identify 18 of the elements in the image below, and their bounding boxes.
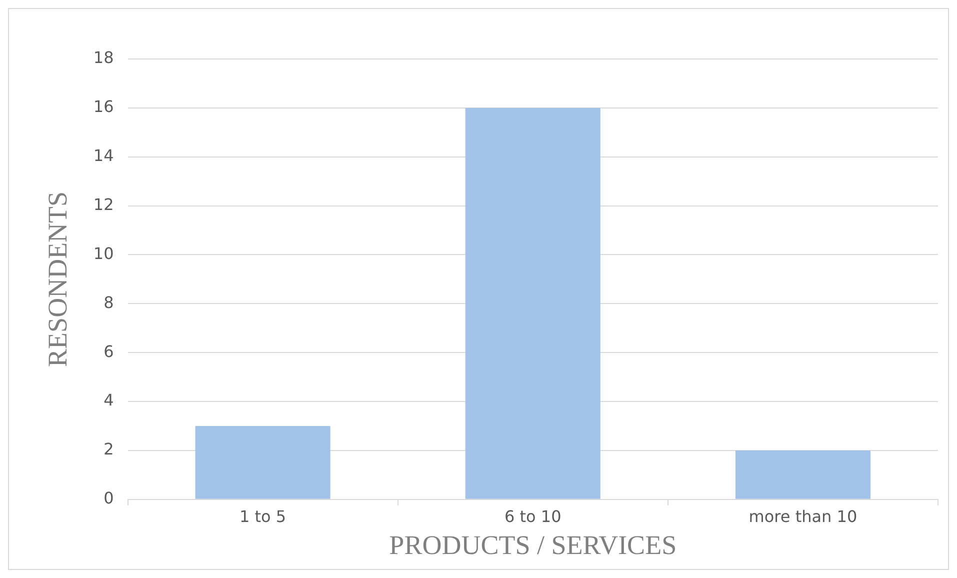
x-tick-label: 1 to 5 bbox=[240, 507, 286, 526]
bar bbox=[465, 108, 600, 499]
y-tick-label: 6 bbox=[104, 342, 114, 361]
x-tick-label: 6 to 10 bbox=[504, 507, 562, 526]
y-tick-label: 18 bbox=[93, 48, 114, 68]
y-tick-label: 12 bbox=[93, 194, 114, 214]
y-tick-label: 14 bbox=[93, 146, 114, 166]
y-tick-label: 16 bbox=[93, 97, 114, 116]
y-tick-label: 8 bbox=[104, 292, 114, 312]
bar bbox=[735, 450, 870, 499]
x-axis-title: PRODUCTS / SERVICES bbox=[389, 530, 677, 560]
x-tick-label: more than 10 bbox=[748, 507, 858, 526]
bar bbox=[195, 426, 330, 499]
y-tick-label: 2 bbox=[104, 440, 114, 459]
y-tick-label: 0 bbox=[104, 488, 114, 508]
y-axis-title: RESONDENTS bbox=[42, 191, 72, 367]
y-tick-label: 10 bbox=[93, 244, 114, 263]
y-tick-label: 4 bbox=[104, 390, 114, 410]
